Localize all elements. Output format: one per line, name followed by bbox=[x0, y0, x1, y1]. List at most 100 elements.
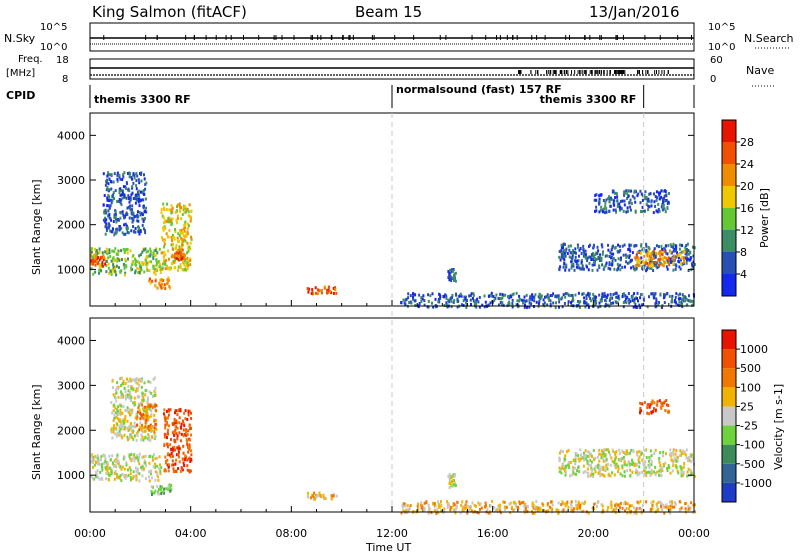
heatmap-cell bbox=[650, 463, 653, 467]
heatmap-cell bbox=[101, 261, 104, 265]
heatmap-cell bbox=[591, 297, 594, 301]
heatmap-cell bbox=[513, 507, 516, 511]
heatmap-cell bbox=[128, 436, 131, 440]
heatmap-cell bbox=[328, 285, 331, 289]
heatmap-cell bbox=[500, 301, 503, 305]
heatmap-cell bbox=[106, 464, 109, 468]
heatmap-cell bbox=[564, 268, 567, 272]
heatmap-cell bbox=[628, 256, 631, 259]
heatmap-cell bbox=[651, 503, 654, 507]
heatmap-cell bbox=[678, 303, 681, 307]
heatmap-cell bbox=[139, 421, 142, 425]
heatmap-cell bbox=[141, 465, 144, 469]
heatmap-cell bbox=[129, 457, 132, 461]
heatmap-cell bbox=[107, 266, 110, 270]
heatmap-cell bbox=[158, 492, 160, 496]
heatmap-cell bbox=[141, 455, 144, 459]
heatmap-cell bbox=[147, 254, 150, 258]
colorbar-tick-label: 20 bbox=[740, 180, 754, 193]
heatmap-cell bbox=[187, 457, 190, 461]
heatmap-cell bbox=[127, 171, 130, 175]
heatmap-cell bbox=[562, 250, 565, 254]
heatmap-cell bbox=[153, 430, 156, 434]
heatmap-cell bbox=[185, 232, 188, 236]
heatmap-cell bbox=[175, 453, 178, 457]
heatmap-cell bbox=[588, 453, 591, 457]
heatmap-cell bbox=[127, 438, 129, 442]
heatmap-cell bbox=[178, 251, 181, 255]
heatmap-cell bbox=[432, 501, 434, 505]
heatmap-cell bbox=[560, 248, 563, 252]
heatmap-cell bbox=[477, 501, 480, 505]
heatmap-cell bbox=[657, 245, 660, 249]
heatmap-cell bbox=[183, 464, 186, 467]
heatmap-cell bbox=[128, 408, 131, 412]
heatmap-cell bbox=[601, 252, 604, 256]
heatmap-cell bbox=[446, 500, 448, 504]
heatmap-cell bbox=[564, 473, 567, 477]
heatmap-cell bbox=[535, 300, 538, 304]
heatmap-cell bbox=[671, 300, 674, 304]
heatmap-cell bbox=[618, 250, 621, 254]
heatmap-cell bbox=[623, 460, 626, 464]
heatmap-cell bbox=[643, 401, 646, 405]
heatmap-cell bbox=[440, 500, 442, 504]
heatmap-cell bbox=[560, 509, 563, 513]
heatmap-cell bbox=[596, 455, 599, 459]
heatmap-cell bbox=[179, 439, 182, 443]
heatmap-cell bbox=[463, 295, 466, 299]
heatmap-cell bbox=[576, 505, 579, 509]
heatmap-cell bbox=[661, 256, 664, 260]
nsky-tick-top: 10^5 bbox=[40, 22, 67, 33]
heatmap-cell bbox=[114, 464, 117, 468]
colorbar-tick-label: 4 bbox=[740, 268, 747, 281]
heatmap-cell bbox=[558, 466, 561, 470]
heatmap-cell bbox=[473, 503, 476, 507]
heatmap-cell bbox=[420, 501, 423, 505]
heatmap-cell bbox=[576, 469, 578, 473]
heatmap-cell bbox=[115, 216, 118, 220]
heatmap-cell bbox=[129, 249, 132, 253]
heatmap-cell bbox=[147, 380, 150, 384]
heatmap-cell bbox=[182, 461, 185, 465]
heatmap-cell bbox=[660, 505, 663, 508]
heatmap-cell bbox=[190, 411, 192, 415]
heatmap-cell bbox=[615, 456, 617, 459]
heatmap-cell bbox=[175, 419, 178, 423]
heatmap-cell bbox=[471, 501, 474, 505]
heatmap-cell bbox=[184, 267, 187, 271]
colorbar-segment bbox=[722, 252, 736, 274]
heatmap-cell bbox=[97, 256, 100, 260]
heatmap-cell bbox=[584, 500, 587, 504]
heatmap-cell bbox=[464, 503, 467, 507]
heatmap-cell bbox=[662, 454, 664, 458]
heatmap-cell bbox=[113, 471, 116, 475]
heatmap-cell bbox=[676, 459, 679, 463]
heatmap-cell bbox=[168, 409, 170, 413]
heatmap-cell bbox=[687, 504, 690, 508]
heatmap-cell bbox=[657, 501, 660, 504]
heatmap-cell bbox=[324, 497, 327, 500]
heatmap-cell bbox=[129, 425, 132, 429]
heatmap-cell bbox=[136, 454, 139, 458]
heatmap-cell bbox=[634, 462, 637, 466]
heatmap-cell bbox=[118, 173, 121, 177]
heatmap-cell bbox=[175, 256, 178, 260]
heatmap-cell bbox=[318, 491, 321, 495]
heatmap-cell bbox=[601, 263, 604, 267]
heatmap-cell bbox=[110, 173, 113, 177]
heatmap-cell bbox=[577, 291, 580, 295]
heatmap-cell bbox=[104, 459, 107, 463]
heatmap-cell bbox=[93, 463, 96, 467]
heatmap-cell bbox=[641, 470, 643, 474]
heatmap-cell bbox=[182, 256, 185, 260]
heatmap-cell bbox=[639, 201, 642, 205]
heatmap-cell bbox=[605, 210, 608, 214]
heatmap-cell bbox=[636, 250, 639, 254]
heatmap-cell bbox=[691, 299, 694, 303]
heatmap-cell bbox=[655, 299, 658, 303]
heatmap-cell bbox=[448, 486, 451, 490]
heatmap-cell bbox=[609, 204, 612, 208]
heatmap-cell bbox=[678, 500, 681, 504]
